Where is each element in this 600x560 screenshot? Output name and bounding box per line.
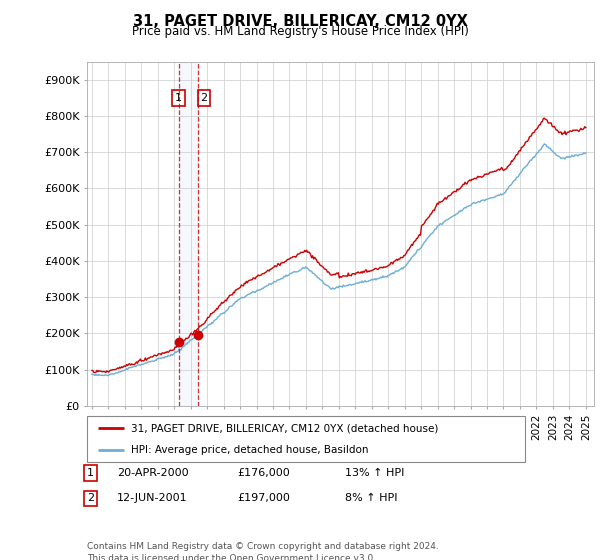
Text: 13% ↑ HPI: 13% ↑ HPI — [345, 468, 404, 478]
Text: Contains HM Land Registry data © Crown copyright and database right 2024.
This d: Contains HM Land Registry data © Crown c… — [87, 542, 439, 560]
Text: 8% ↑ HPI: 8% ↑ HPI — [345, 493, 398, 503]
Text: £197,000: £197,000 — [237, 493, 290, 503]
Text: 12-JUN-2001: 12-JUN-2001 — [117, 493, 188, 503]
Text: Price paid vs. HM Land Registry's House Price Index (HPI): Price paid vs. HM Land Registry's House … — [131, 25, 469, 38]
Text: £176,000: £176,000 — [237, 468, 290, 478]
FancyBboxPatch shape — [87, 416, 525, 462]
Text: 20-APR-2000: 20-APR-2000 — [117, 468, 188, 478]
Text: HPI: Average price, detached house, Basildon: HPI: Average price, detached house, Basi… — [131, 445, 368, 455]
Text: 1: 1 — [87, 468, 94, 478]
Text: 31, PAGET DRIVE, BILLERICAY, CM12 0YX (detached house): 31, PAGET DRIVE, BILLERICAY, CM12 0YX (d… — [131, 423, 438, 433]
Text: 31, PAGET DRIVE, BILLERICAY, CM12 0YX: 31, PAGET DRIVE, BILLERICAY, CM12 0YX — [133, 14, 467, 29]
Text: 1: 1 — [175, 93, 182, 103]
Text: 2: 2 — [200, 93, 208, 103]
Text: 2: 2 — [87, 493, 94, 503]
Bar — [179, 62, 198, 406]
